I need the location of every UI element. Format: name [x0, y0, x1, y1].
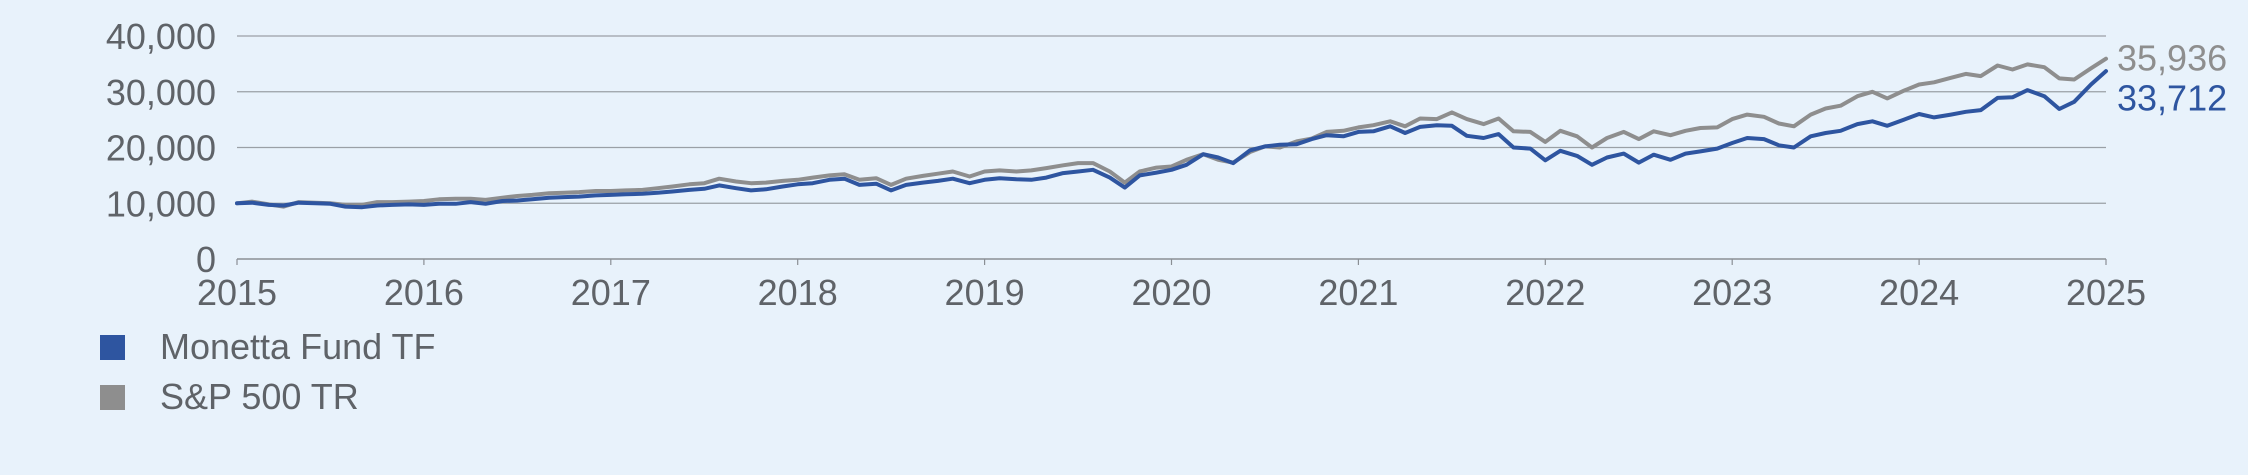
legend-label: S&P 500 TR — [160, 376, 359, 417]
x-tick-label: 2024 — [1879, 272, 1959, 313]
y-tick-label: 0 — [196, 239, 216, 280]
x-tick-label: 2025 — [2066, 272, 2146, 313]
end-value-label: 33,712 — [2117, 78, 2227, 119]
x-tick-label: 2021 — [1318, 272, 1398, 313]
x-tick-label: 2023 — [1692, 272, 1772, 313]
grid-lines — [237, 35, 2106, 260]
x-tick-label: 2016 — [384, 272, 464, 313]
x-tick-label: 2015 — [197, 272, 277, 313]
x-tick-label: 2019 — [945, 272, 1025, 313]
y-tick-label: 40,000 — [106, 16, 216, 57]
x-axis: 2015 2016 2017 2018 2019 2020 2021 2022 2023 2024… — [197, 259, 2146, 313]
series-lines — [235, 56, 2108, 210]
series-line-1 — [235, 56, 2108, 209]
end-value-label: 35,936 — [2117, 38, 2227, 79]
x-tick-label: 2018 — [758, 272, 838, 313]
y-tick-label: 30,000 — [106, 72, 216, 113]
y-axis: 0 10,000 20,000 30,000 40,000 — [106, 16, 216, 280]
y-tick-label: 10,000 — [106, 183, 216, 224]
legend: Monetta Fund TF S&P 500 TR — [100, 326, 435, 417]
legend-label: Monetta Fund TF — [160, 326, 435, 367]
series-line-0 — [235, 69, 2108, 210]
x-tick-label: 2020 — [1131, 272, 1211, 313]
legend-swatch — [100, 385, 125, 410]
x-tick-label: 2017 — [571, 272, 651, 313]
x-tick-label: 2022 — [1505, 272, 1585, 313]
legend-swatch — [100, 335, 125, 360]
y-tick-label: 20,000 — [106, 128, 216, 169]
